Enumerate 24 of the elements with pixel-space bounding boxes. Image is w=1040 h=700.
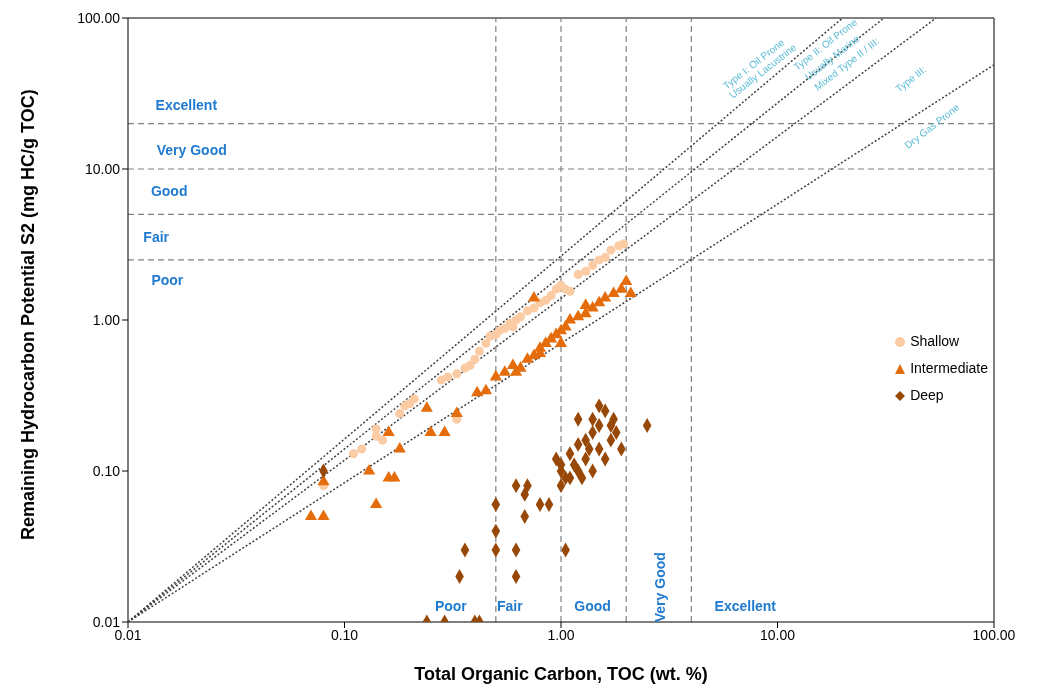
y-axis-title: Remaining Hydrocarbon Potential S2 (mg HC/g TOC): [18, 89, 39, 540]
x-tick-label: 10.00: [759, 626, 796, 643]
annotation: Fair: [143, 228, 170, 245]
y-tick-label: 100.00: [77, 9, 121, 26]
annotation: Very Good: [156, 142, 227, 159]
annotation: Type III:: [893, 63, 929, 95]
x-tick-label: 0.10: [330, 626, 359, 643]
annotation: Poor: [434, 597, 468, 614]
x-tick-label: 1.00: [547, 626, 575, 643]
y-tick-label: 1.00: [92, 311, 121, 328]
y-tick-label: 10.00: [84, 160, 121, 177]
annotation: Poor: [151, 272, 184, 289]
legend-label: Deep: [910, 386, 944, 405]
x-tick-label: 100.00: [972, 626, 1016, 643]
x-axis-title: Total Organic Carbon, TOC (wt. %): [414, 664, 708, 684]
annotation: Very Good: [651, 552, 668, 623]
annotation: Excellent: [714, 597, 777, 614]
legend-label: Shallow: [910, 332, 960, 351]
annotation: Good: [574, 597, 611, 614]
annotation: Good: [150, 183, 188, 200]
annotation: Fair: [496, 597, 524, 614]
annotation: Excellent: [155, 97, 218, 114]
legend-label: Intermediate: [910, 359, 988, 378]
y-tick-label: 0.10: [92, 462, 121, 479]
